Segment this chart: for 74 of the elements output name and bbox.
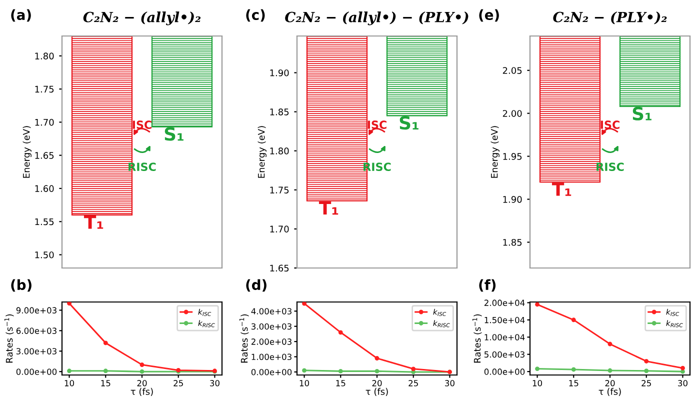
y-tick-label: 0.00e+00: [484, 368, 525, 375]
y-tick-label: 1.70: [35, 118, 54, 126]
y-tick-label: 1.65: [270, 264, 289, 272]
x-tick-label: S₁: [400, 116, 418, 130]
chart-title: C₂N₂ − (allyl•) − (PLY•): [285, 12, 468, 26]
text: (d): [246, 279, 266, 292]
annotation: ISC: [600, 120, 620, 129]
x-tick-label: 15: [569, 380, 578, 386]
x-tick-label: 15: [101, 380, 110, 386]
y-axis-title: Energy (eV): [22, 126, 32, 178]
y-tick-label: 1.55: [35, 218, 54, 226]
x-tick-label: 25: [174, 380, 183, 386]
y-tick-label: 3.00e+03: [252, 323, 292, 330]
y-tick-label: 1.50: [35, 251, 54, 258]
y-tick-label: 1.00e+04: [484, 334, 525, 340]
chart-title: C₂N₂ − (PLY•)₂: [553, 12, 667, 24]
text: (e): [479, 9, 499, 22]
y-tick-label: 1.65: [35, 152, 54, 159]
y-tick-label: 1.00e+03: [252, 354, 292, 360]
x-tick-label: T₁: [552, 182, 572, 196]
chart-title: C₂N₂ − (allyl•)₂: [83, 12, 201, 26]
x-tick-label: 30: [445, 380, 454, 386]
x-tick-label: T₁: [84, 216, 104, 229]
y-tick-label: 1.85: [503, 238, 522, 246]
y-tick-label: 1.80: [35, 52, 54, 60]
y-tick-label: 9.00e+03: [16, 307, 56, 314]
y-tick-label: 6.00e+03: [16, 328, 56, 334]
text: (a): [11, 9, 31, 22]
x-tick-label: 30: [678, 380, 688, 386]
y-axis-title: Rates (s$^{−1}$): [472, 314, 482, 363]
x-tick-label: 25: [408, 380, 418, 386]
y-tick-label: 1.75: [270, 186, 289, 194]
x-tick-label: 20: [372, 380, 382, 386]
annotation: ISC: [132, 120, 152, 129]
y-tick-label: 5.00e+03: [484, 351, 524, 358]
x-axis-title: τ (fs): [130, 388, 153, 396]
y-axis-title: Rates (s$^{−1}$): [4, 314, 14, 363]
y-tick-label: 2.00: [502, 110, 522, 117]
y-tick-label: 3.00e+03: [16, 348, 56, 354]
x-tick-label: 20: [605, 380, 615, 386]
x-tick-label: 15: [336, 380, 346, 386]
x-tick-label: S₁: [164, 127, 184, 141]
x-tick-label: 30: [210, 380, 220, 386]
x-tick-label: 10: [300, 380, 310, 386]
x-tick-label: 10: [532, 380, 542, 386]
y-axis-title: Rates (s$^{−1}$): [239, 314, 249, 363]
text: (f): [479, 279, 496, 292]
y-tick-label: 0.00e+00: [251, 368, 292, 376]
x-tick-label: T₁: [318, 201, 338, 215]
y-tick-label: 4.00e+03: [251, 308, 292, 314]
y-axis-title: Energy (eV): [258, 126, 266, 178]
y-tick-label: 2.00e+03: [251, 338, 292, 345]
text: (b): [11, 279, 32, 292]
y-tick-label: 2.05: [502, 67, 522, 74]
y-tick-label: 1.60: [35, 185, 54, 192]
x-tick-label: 25: [642, 380, 651, 386]
y-tick-label: 1.75: [35, 86, 54, 93]
x-tick-label: S₁: [632, 106, 652, 120]
x-axis-title: τ (fs): [598, 388, 621, 396]
y-tick-label: 2.00e+04: [484, 300, 525, 306]
y-tick-label: 1.70: [270, 226, 289, 232]
text: (c): [246, 9, 265, 22]
y-tick-label: 0.00e+00: [16, 368, 57, 375]
y-tick-label: 1.80: [270, 148, 289, 154]
annotation: ISC: [368, 120, 386, 129]
y-tick-label: 1.85: [270, 108, 289, 116]
y-tick-label: 1.50e+04: [484, 316, 525, 324]
x-tick-label: 10: [64, 380, 74, 386]
y-axis-title: Energy (eV): [490, 126, 500, 178]
y-tick-label: 1.95: [503, 153, 522, 160]
y-tick-label: 1.90: [270, 69, 289, 76]
y-tick-label: 1.90: [503, 196, 522, 203]
x-axis-title: τ (fs): [366, 388, 388, 396]
x-tick-label: 20: [137, 380, 147, 386]
